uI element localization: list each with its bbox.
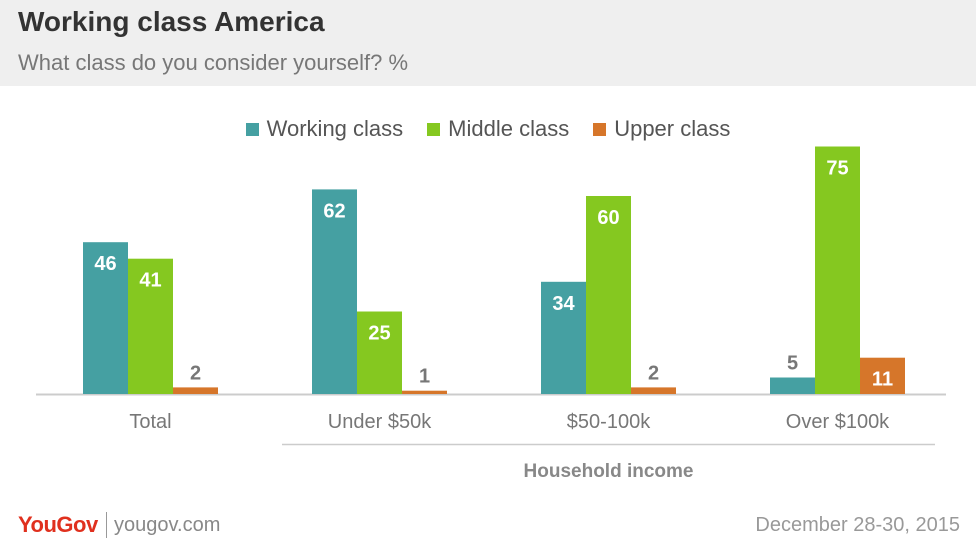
legend-swatch-middle-class bbox=[427, 122, 441, 136]
bar-working-class-over-100k bbox=[770, 377, 815, 394]
bar-middle-class-under-50k bbox=[357, 311, 402, 394]
x-tick-label-under-50k: Under $50k bbox=[328, 411, 432, 433]
yougov-logo: YouGov bbox=[18, 512, 98, 537]
legend-swatch-upper-class bbox=[593, 122, 607, 136]
legend-label-working-class: Working class bbox=[266, 116, 404, 141]
legend-item-upper-class: Upper class bbox=[593, 116, 730, 142]
group-label-household-income: Household income bbox=[524, 461, 694, 482]
data-label-working-class-50-100k: 34 bbox=[552, 293, 575, 315]
footer-divider bbox=[106, 512, 107, 538]
x-tick-label-total: Total bbox=[129, 411, 171, 433]
chart-subtitle: What class do you consider yourself? % bbox=[18, 50, 409, 75]
x-tick-label-over-100k: Over $100k bbox=[786, 411, 890, 433]
data-label-middle-class-over-100k: 75 bbox=[826, 158, 848, 180]
data-label-middle-class-under-50k: 25 bbox=[368, 323, 390, 345]
data-label-middle-class-50-100k: 60 bbox=[597, 207, 619, 229]
header-band: Working class America What class do you … bbox=[0, 0, 976, 86]
data-label-upper-class-total: 2 bbox=[190, 362, 201, 384]
bar-middle-class-total bbox=[128, 258, 173, 394]
bar-upper-class-under-50k bbox=[402, 390, 447, 394]
data-label-middle-class-total: 41 bbox=[139, 270, 161, 292]
bar-chart: 46 41 2 Total 62 25 1 Under $50k 34 60 2 $50-100k 5 7… bbox=[36, 146, 946, 482]
bar-working-class-total bbox=[83, 242, 128, 394]
bar-upper-class-50-100k bbox=[631, 387, 676, 394]
bar-middle-class-over-100k bbox=[815, 146, 860, 394]
data-label-upper-class-under-50k: 1 bbox=[419, 366, 430, 388]
data-label-working-class-over-100k: 5 bbox=[787, 353, 798, 375]
bar-working-class-under-50k bbox=[312, 189, 357, 394]
legend-label-middle-class: Middle class bbox=[448, 116, 570, 141]
data-label-upper-class-over-100k: 11 bbox=[872, 369, 893, 391]
legend-label-upper-class: Upper class bbox=[614, 116, 731, 141]
chart-title: Working class America bbox=[18, 6, 325, 37]
data-label-working-class-under-50k: 62 bbox=[323, 200, 345, 222]
data-label-upper-class-50-100k: 2 bbox=[648, 362, 659, 384]
bar-upper-class-total bbox=[173, 387, 218, 394]
bar-upper-class-over-100k bbox=[860, 357, 905, 394]
x-tick-label-50-100k: $50-100k bbox=[567, 411, 651, 433]
legend: Working class Middle class Upper class bbox=[0, 114, 976, 144]
bar-middle-class-50-100k bbox=[586, 196, 631, 394]
data-label-working-class-total: 46 bbox=[94, 253, 116, 275]
legend-item-working-class: Working class bbox=[245, 116, 404, 142]
legend-item-middle-class: Middle class bbox=[427, 116, 569, 142]
legend-swatch-working-class bbox=[245, 122, 259, 136]
footer-site-link[interactable]: yougov.com bbox=[114, 514, 221, 536]
bar-working-class-50-100k bbox=[541, 281, 586, 394]
survey-date: December 28-30, 2015 bbox=[755, 514, 960, 536]
